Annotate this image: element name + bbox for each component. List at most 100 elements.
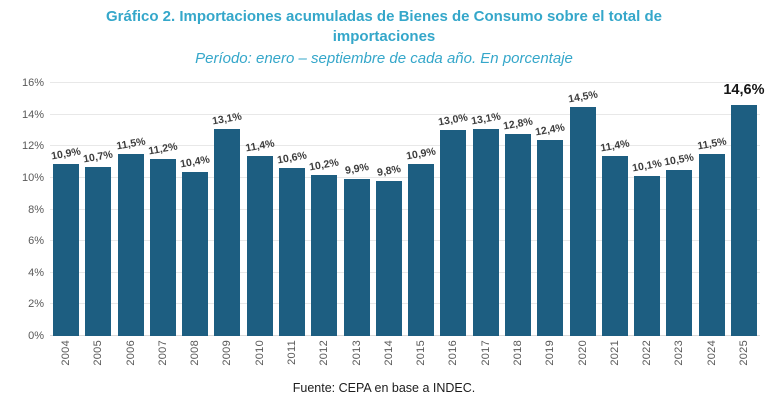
y-axis: 0% 2% 4% 6% 8% 10% 12% 14% 16% (10, 77, 50, 342)
x-tick-label: 2017 (479, 340, 492, 366)
bar-column: 11,4% (244, 83, 275, 336)
x-tick-label: 2006 (124, 340, 137, 366)
bar-chart: 0% 2% 4% 6% 8% 10% 12% 14% 16% 10,9% 10,7% 11,5% 11… (10, 77, 765, 376)
bar-value-label: 9,9% (343, 161, 370, 178)
y-tick-label: 4% (28, 266, 44, 279)
gridline (50, 113, 760, 115)
y-tick-label: 8% (28, 203, 44, 216)
bar-column: 11,4% (599, 83, 630, 336)
bar: 10,7% (83, 148, 114, 336)
x-tick-label: 2016 (447, 340, 460, 366)
bar-column: 12,4% (535, 83, 566, 336)
gridline (50, 335, 760, 336)
bar-value-label: 11,5% (115, 135, 146, 153)
y-tick-label: 6% (28, 235, 44, 248)
bar-column: 10,7% (83, 83, 114, 336)
x-tick-label: 2009 (221, 340, 234, 366)
bar-value-label: 12,4% (534, 121, 566, 139)
bar: 12,4% (535, 121, 566, 336)
bar-value-label: 11,2% (147, 140, 179, 158)
bar-value-label: 10,9% (405, 145, 437, 163)
bar-column: 10,1% (631, 83, 663, 336)
bar-column: 9,8% (375, 83, 402, 336)
x-tick-label: 2022 (641, 340, 654, 366)
x-tick-label: 2021 (608, 340, 621, 366)
gridline (50, 303, 760, 305)
bar-column: 13,0% (438, 83, 469, 336)
x-tick-label: 2018 (511, 340, 524, 366)
gridline (50, 271, 760, 273)
bar-column: 10,9% (50, 83, 82, 336)
chart-subtitle: Período: enero – septiembre de cada año.… (195, 50, 573, 67)
bar-value-label: 14,6% (723, 82, 765, 99)
gridline (50, 208, 760, 210)
bar-column: 14,5% (567, 83, 598, 336)
bar-column: 11,5% (696, 83, 727, 336)
bar-value-label: 10,7% (82, 148, 114, 166)
bar: 11,5% (696, 136, 727, 336)
bars-row: 10,9% 10,7% 11,5% 11,2% 10,4% 13,1% 11,4% 10,6%… (50, 82, 764, 336)
bar: 14,6% (723, 82, 764, 336)
bar-column: 10,4% (179, 83, 211, 336)
x-tick-label: 2015 (415, 340, 428, 366)
source-note: Fuente: CEPA en base a INDEC. (292, 381, 476, 395)
bar-column: 13,1% (212, 83, 243, 336)
y-tick-label: 16% (21, 77, 44, 89)
bar: 11,4% (599, 137, 630, 336)
x-tick-label: 2020 (576, 340, 589, 366)
bar-value-label: 9,8% (375, 163, 402, 180)
gridline (50, 176, 760, 178)
x-tick-label: 2007 (156, 340, 169, 366)
bar: 10,6% (276, 150, 308, 336)
x-tick-label: 2010 (253, 340, 266, 366)
bar-value-label: 10,4% (179, 153, 211, 171)
x-tick-label: 2004 (60, 340, 72, 366)
bar-value-label: 12,8% (502, 115, 534, 133)
x-tick-label: 2025 (737, 340, 750, 366)
bar: 12,8% (502, 115, 534, 336)
bar: 11,4% (244, 137, 275, 336)
gridline (50, 145, 760, 147)
y-tick-label: 0% (28, 330, 44, 342)
bar: 13,0% (438, 112, 469, 336)
bar-column: 12,8% (502, 83, 534, 336)
bar-value-label: 13,1% (211, 110, 244, 128)
bar-value-label: 10,1% (631, 157, 663, 175)
bar-value-label: 11,4% (244, 137, 276, 155)
bar-value-label: 13,1% (469, 110, 502, 128)
bar: 10,9% (405, 145, 437, 336)
x-tick-label: 2024 (705, 340, 718, 366)
y-tick-label: 2% (28, 298, 44, 311)
x-tick-label: 2013 (350, 340, 363, 366)
bar-value-label: 10,6% (276, 149, 308, 167)
bar: 9,8% (375, 163, 402, 336)
bar: 13,1% (470, 110, 501, 336)
bar: 9,9% (343, 161, 370, 336)
bar-value-label: 13,0% (437, 111, 470, 129)
bar-value-label: 14,5% (566, 88, 599, 106)
x-axis: 2004 2005 2006 2007 2008 2009 2010 2011 2012 2013… (50, 340, 760, 376)
gridline (50, 82, 760, 83)
bar: 10,4% (179, 153, 211, 336)
bar: 13,1% (212, 110, 243, 336)
x-tick-label: 2023 (673, 340, 686, 366)
gridline (50, 240, 760, 242)
bar-column: 10,2% (308, 83, 340, 336)
x-tick-label: 2014 (382, 340, 395, 366)
bar-value-label: 10,2% (308, 156, 340, 174)
y-tick-label: 10% (21, 171, 44, 184)
x-tick-label: 2019 (544, 340, 557, 366)
bar-column: 10,6% (276, 83, 308, 336)
x-tick-label: 2005 (92, 340, 105, 366)
bar-column: 11,2% (147, 83, 179, 336)
x-tick-label: 2008 (189, 340, 202, 366)
bar-column: 10,5% (663, 83, 696, 336)
bar-value-label: 11,5% (696, 135, 728, 153)
bar: 14,5% (567, 88, 598, 336)
y-tick-label: 12% (21, 140, 44, 153)
bar-value-label: 10,9% (50, 145, 82, 163)
bar-value-label: 10,5% (663, 151, 696, 169)
bar: 10,1% (631, 158, 663, 336)
plot-outer: 10,9% 10,7% 11,5% 11,2% 10,4% 13,1% 11,4% 10,6%… (50, 82, 764, 376)
